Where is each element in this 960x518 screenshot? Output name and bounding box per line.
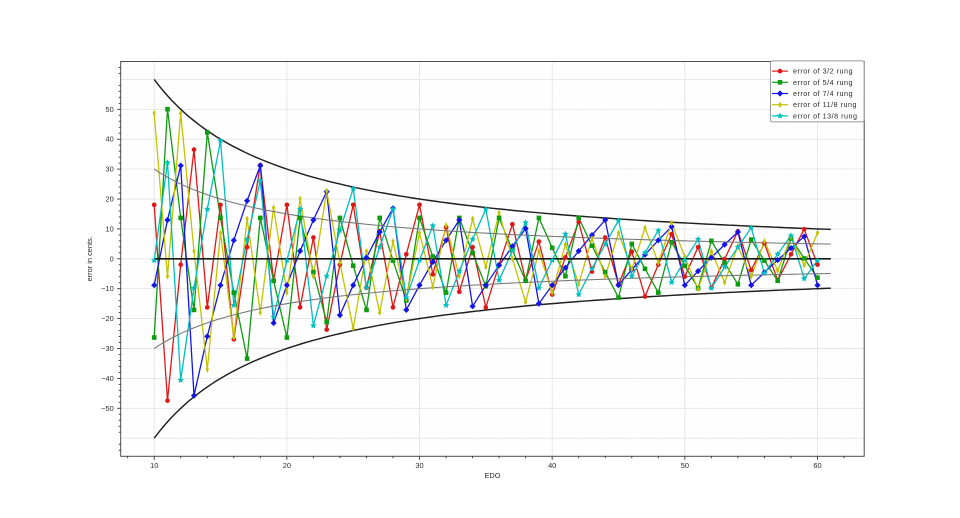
svg-text:error of 11/8 rung: error of 11/8 rung [793, 100, 857, 109]
svg-text:−20: −20 [101, 314, 114, 323]
svg-text:50: 50 [105, 105, 113, 114]
svg-text:error of 5/4 rung: error of 5/4 rung [793, 78, 853, 87]
svg-text:−30: −30 [101, 344, 114, 353]
svg-text:error of 3/2 rung: error of 3/2 rung [793, 67, 853, 76]
svg-text:30: 30 [105, 165, 113, 174]
svg-text:error of 13/8 rung: error of 13/8 rung [793, 111, 858, 120]
svg-text:30: 30 [415, 461, 423, 470]
svg-text:40: 40 [548, 461, 556, 470]
svg-text:error in cents.: error in cents. [85, 236, 94, 281]
svg-text:50: 50 [681, 461, 689, 470]
svg-text:10: 10 [105, 224, 113, 233]
svg-text:−10: −10 [101, 284, 114, 293]
svg-text:20: 20 [283, 461, 291, 470]
svg-text:−40: −40 [101, 374, 114, 383]
svg-text:10: 10 [150, 461, 158, 470]
svg-text:error of 7/4 rung: error of 7/4 rung [793, 89, 853, 98]
svg-text:60: 60 [813, 461, 821, 470]
svg-text:0: 0 [110, 254, 114, 263]
svg-text:−50: −50 [101, 404, 114, 413]
svg-text:EDO: EDO [484, 471, 500, 480]
svg-text:40: 40 [105, 135, 113, 144]
svg-text:20: 20 [105, 195, 113, 204]
